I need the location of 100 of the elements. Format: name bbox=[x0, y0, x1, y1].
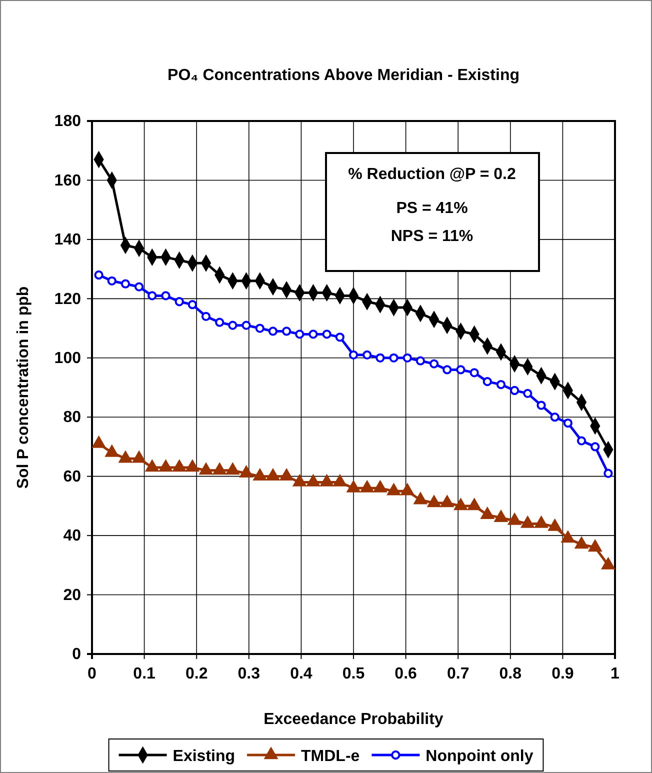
x-tick-label: 0.5 bbox=[342, 665, 365, 682]
point bbox=[268, 326, 278, 336]
point bbox=[588, 540, 602, 552]
y-tick-label: 180 bbox=[54, 113, 82, 130]
point bbox=[480, 506, 494, 519]
legend-label: TMDL-e bbox=[301, 748, 360, 765]
y-tick-label: 20 bbox=[63, 586, 82, 604]
point bbox=[400, 483, 414, 496]
point bbox=[561, 530, 575, 543]
point bbox=[348, 350, 358, 360]
x-tick-label: 0.1 bbox=[133, 665, 156, 682]
point bbox=[280, 468, 294, 481]
x-tick-label: 0.3 bbox=[238, 665, 260, 682]
point bbox=[215, 318, 224, 327]
point bbox=[416, 356, 426, 366]
point bbox=[118, 450, 132, 463]
point bbox=[496, 380, 506, 390]
point bbox=[360, 480, 374, 492]
y-tick-label: 80 bbox=[63, 409, 82, 426]
y-axis-title: Sol P concentration in ppb bbox=[15, 286, 32, 489]
point bbox=[574, 536, 588, 549]
point bbox=[253, 468, 267, 481]
point bbox=[536, 400, 546, 410]
point bbox=[308, 330, 318, 339]
y-tick-label: 120 bbox=[54, 290, 82, 308]
point bbox=[266, 468, 280, 481]
point bbox=[320, 474, 334, 486]
x-tick-label: 1 bbox=[610, 665, 620, 682]
point bbox=[482, 377, 492, 386]
point bbox=[186, 460, 200, 472]
point bbox=[494, 510, 508, 522]
y-tick-label: 40 bbox=[63, 528, 82, 545]
point bbox=[373, 480, 388, 492]
point bbox=[427, 495, 441, 508]
point bbox=[107, 276, 116, 286]
annotation: % Reduction @P = 0.2 bbox=[348, 166, 516, 183]
point bbox=[201, 312, 211, 321]
y-tick-label: 100 bbox=[54, 350, 82, 368]
point bbox=[292, 474, 306, 486]
point bbox=[601, 557, 616, 570]
point bbox=[590, 442, 600, 452]
x-tick-label: 0.9 bbox=[552, 665, 574, 682]
point bbox=[239, 466, 254, 478]
point bbox=[429, 359, 439, 368]
point bbox=[322, 330, 332, 339]
point bbox=[105, 444, 119, 457]
y-tick-label: 60 bbox=[63, 468, 82, 486]
point bbox=[523, 388, 532, 398]
point bbox=[228, 320, 238, 330]
point bbox=[92, 436, 106, 448]
point bbox=[467, 498, 482, 510]
point bbox=[563, 418, 572, 428]
legend-label: Nonpoint only bbox=[426, 748, 534, 765]
point bbox=[389, 353, 398, 362]
x-tick-label: 0.4 bbox=[290, 665, 312, 682]
legend-label: Existing bbox=[172, 748, 236, 765]
point bbox=[604, 468, 613, 478]
note-box: % Reduction @P = 0.2 PS = 41% NPS = 11% bbox=[325, 152, 540, 272]
point bbox=[145, 460, 159, 472]
point bbox=[470, 368, 479, 378]
point bbox=[510, 386, 520, 396]
x-axis-title: Exceedance Probability bbox=[264, 711, 444, 728]
point bbox=[242, 320, 251, 330]
point bbox=[534, 516, 548, 528]
point bbox=[134, 282, 144, 292]
point bbox=[132, 450, 146, 463]
point bbox=[188, 300, 197, 310]
point bbox=[402, 353, 412, 362]
point bbox=[282, 326, 292, 336]
point bbox=[548, 518, 562, 531]
point bbox=[255, 324, 264, 333]
point bbox=[386, 483, 401, 496]
point bbox=[454, 498, 468, 510]
point bbox=[161, 291, 170, 300]
point bbox=[550, 412, 560, 422]
point bbox=[346, 480, 360, 492]
point bbox=[576, 436, 586, 446]
point bbox=[306, 474, 320, 486]
point bbox=[442, 365, 452, 374]
point bbox=[199, 462, 213, 475]
point bbox=[295, 330, 304, 339]
point bbox=[226, 462, 240, 475]
point bbox=[508, 512, 522, 525]
x-tick-label: 0.6 bbox=[394, 665, 418, 682]
chart-title: PO₄ Concentrations Above Meridian - Existing bbox=[168, 67, 520, 84]
point bbox=[148, 291, 157, 300]
point bbox=[440, 495, 454, 508]
point bbox=[362, 350, 372, 360]
point bbox=[172, 460, 186, 472]
point bbox=[120, 279, 130, 288]
y-tick-label: 160 bbox=[54, 172, 82, 190]
annotation: NPS = 11% bbox=[390, 228, 474, 245]
x-tick-label: 0 bbox=[88, 665, 97, 682]
x-tick-label: 0.2 bbox=[185, 665, 208, 682]
x-tick-label: 0.7 bbox=[446, 665, 470, 682]
point bbox=[158, 460, 173, 472]
annotation: PS = 41% bbox=[396, 200, 468, 217]
point bbox=[174, 297, 184, 306]
point bbox=[333, 474, 347, 486]
point bbox=[335, 332, 344, 342]
